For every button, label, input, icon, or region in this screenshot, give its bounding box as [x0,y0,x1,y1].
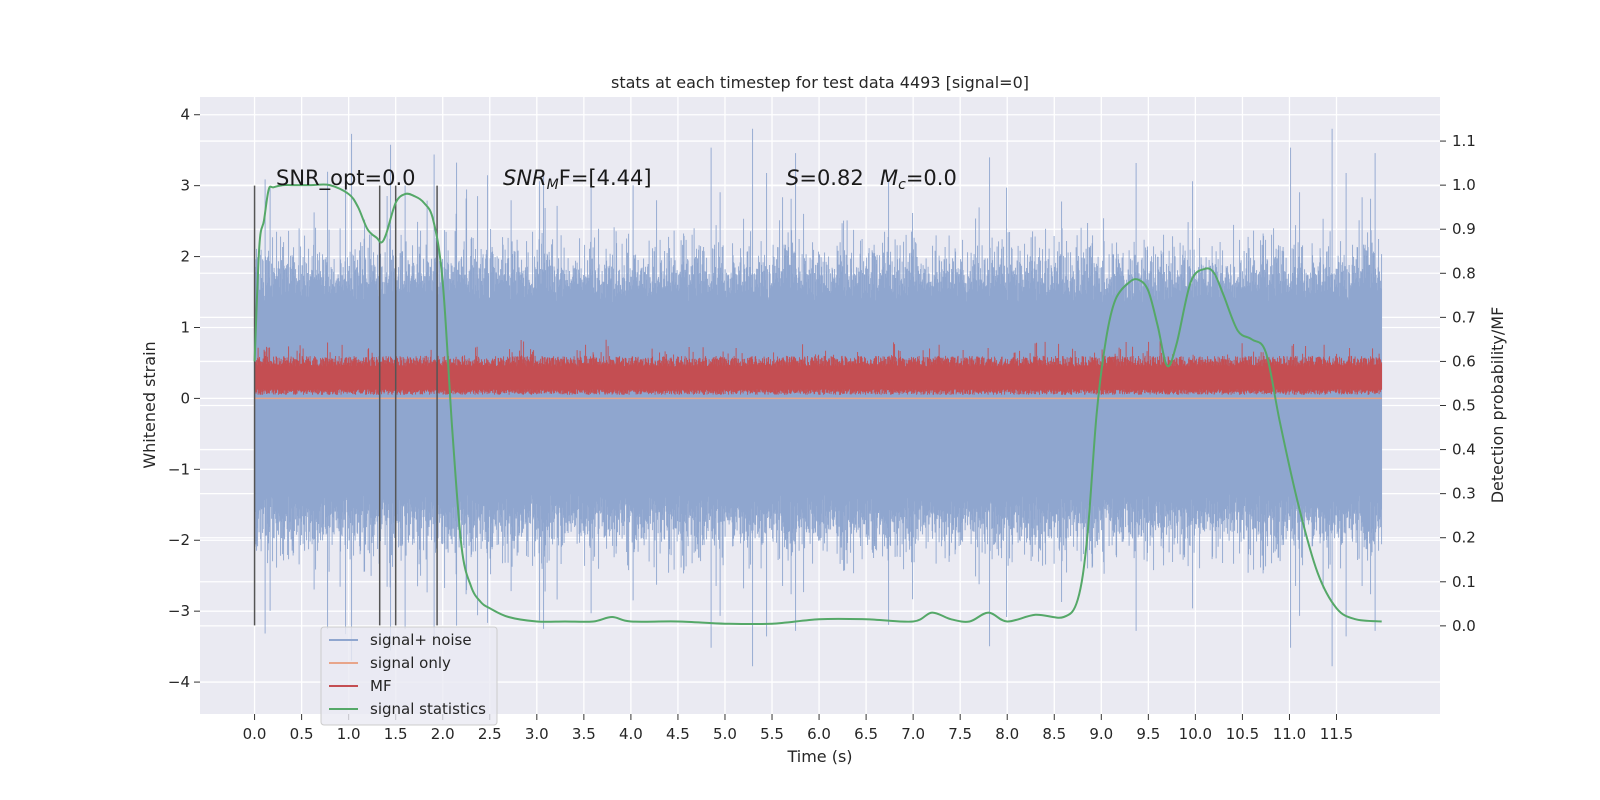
y2-tick-label: 0.6 [1452,352,1476,370]
x-tick-label: 5.0 [713,725,737,743]
y2-tick-label: 0.1 [1452,573,1476,591]
y-tick-label: −4 [168,673,190,691]
x-tick-labels: 0.0 0.5 1.0 1.5 2.0 2.5 3.0 3.5 4.0 4.5 5.0 5.5 6.0 6… [243,714,1353,743]
y-tick-labels-right: 1.1 1.0 0.9 0.8 0.7 0.6 0.5 0.4 0.3 0.2 0.1 0.0 [1440,132,1476,635]
y-tick-label: −3 [168,602,190,620]
y2-tick-label: 0.0 [1452,617,1476,635]
annotation-s: S=0.82 [786,166,864,190]
annotation-snr-opt: SNR_opt=0.0 [276,166,416,191]
y-axis-label-left: Whitened strain [140,341,159,468]
series-signal-statistics [253,183,1382,626]
legend: signal+ noise signal only MF signal stat… [320,626,498,726]
y2-tick-label: 1.1 [1452,132,1476,150]
y2-tick-label: 1.0 [1452,176,1476,194]
annotation-snr-mf: SNRMF=[4.44] [503,166,652,193]
marker-lines [253,185,438,626]
x-tick-label: 1.0 [337,725,361,743]
chart-title: stats at each timestep for test data 449… [611,73,1029,92]
y-tick-labels-left: 4 3 2 1 0 −1 −2 −3 −4 [168,106,200,691]
x-tick-label: 9.0 [1089,725,1113,743]
y2-tick-label: 0.4 [1452,441,1476,459]
x-tick-label: 3.5 [572,725,596,743]
legend-label-stat: signal statistics [370,700,486,718]
x-tick-label: 9.5 [1136,725,1160,743]
x-tick-label: 6.5 [854,725,878,743]
x-tick-label: 0.5 [290,725,314,743]
x-tick-label: 4.0 [619,725,643,743]
y2-tick-label: 0.3 [1452,485,1476,503]
y2-tick-label: 0.9 [1452,220,1476,238]
x-tick-label: 10.0 [1179,725,1212,743]
x-tick-label: 3.0 [525,725,549,743]
x-tick-label: 8.5 [1042,725,1066,743]
x-tick-label: 2.5 [478,725,502,743]
y2-tick-label: 0.5 [1452,397,1476,415]
legend-box [320,626,498,726]
legend-label-noise: signal+ noise [370,631,472,649]
x-tick-label: 2.0 [431,725,455,743]
annotation-mc: Mc=0.0 [880,166,957,193]
y-tick-label: 0 [180,389,190,407]
x-tick-label: 4.5 [666,725,690,743]
x-tick-label: 10.5 [1226,725,1259,743]
x-tick-label: 5.5 [760,725,784,743]
x-tick-label: 7.0 [901,725,925,743]
y-tick-label: 1 [180,318,190,336]
y-tick-label: −2 [168,531,190,549]
x-tick-label: 11.5 [1320,725,1353,743]
legend-label-mf: MF [370,677,392,695]
signal-statistics-line [253,183,1382,626]
x-tick-label: 7.5 [948,725,972,743]
y-tick-label: 2 [180,248,190,266]
y2-tick-label: 0.7 [1452,308,1476,326]
y-tick-label: 3 [180,177,190,195]
y-tick-label: 4 [180,106,190,124]
x-tick-label: 8.0 [995,725,1019,743]
x-tick-label: 11.0 [1273,725,1306,743]
x-axis-label: Time (s) [786,747,852,766]
x-tick-label: 6.0 [807,725,831,743]
x-tick-label: 0.0 [243,725,267,743]
x-tick-label: 1.5 [384,725,408,743]
y2-tick-label: 0.2 [1452,529,1476,547]
y-tick-label: −1 [168,460,190,478]
y-axis-label-right: Detection probability/MF [1488,307,1507,504]
y2-tick-label: 0.8 [1452,264,1476,282]
legend-label-signal: signal only [370,654,451,672]
